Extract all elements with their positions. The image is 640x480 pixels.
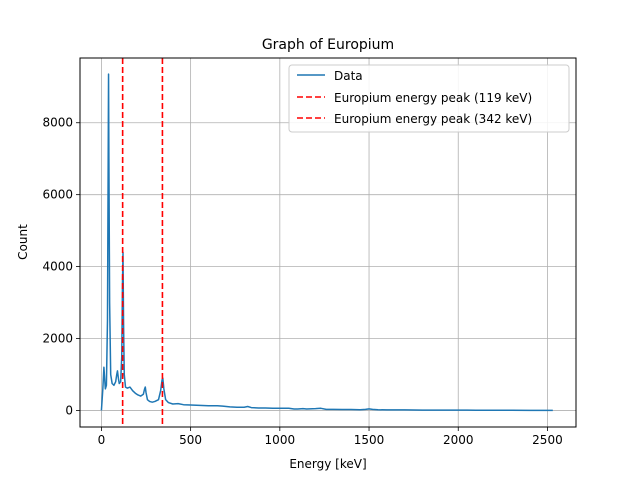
x-tick-label: 0 — [98, 433, 106, 447]
y-tick-label: 2000 — [42, 332, 73, 346]
y-axis-ticks: 0 2000 4000 6000 8000 — [42, 116, 80, 417]
plot-frame — [79, 57, 577, 428]
x-tick-label: 500 — [179, 433, 202, 447]
y-tick-label: 6000 — [42, 188, 73, 202]
y-tick-label: 4000 — [42, 260, 73, 274]
legend-box — [288, 64, 570, 133]
chart-title: Graph of Europium — [262, 37, 394, 53]
y-tick-label: 8000 — [42, 116, 73, 130]
vline-layer — [121, 58, 164, 427]
x-tick-label: 1000 — [265, 433, 296, 447]
legend-label-peak-119: Europium energy peak (119 keV) — [334, 91, 532, 105]
x-axis-ticks: 0 500 1000 1500 2000 2500 — [98, 427, 563, 447]
series-line-data — [100, 73, 553, 412]
legend-label-data: Data — [334, 69, 363, 83]
legend-label-peak-342: Europium energy peak (342 keV) — [334, 112, 532, 126]
x-tick-label: 2500 — [532, 433, 563, 447]
series-layer — [100, 73, 553, 412]
x-tick-label: 1500 — [354, 433, 385, 447]
legend: Data Europium energy peak (119 keV) Euro… — [288, 64, 570, 133]
y-tick-label: 0 — [65, 403, 73, 417]
x-tick-label: 2000 — [443, 433, 474, 447]
y-axis-label: Count — [16, 224, 30, 260]
x-axis-label: Energy [keV] — [289, 457, 366, 471]
